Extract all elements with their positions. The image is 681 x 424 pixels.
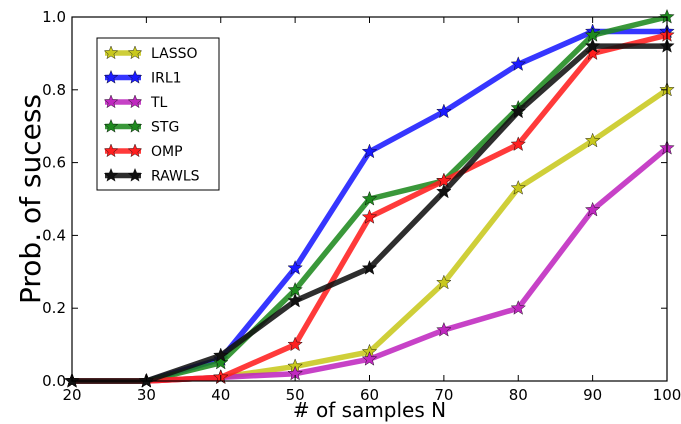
data-point [362,351,377,366]
data-point [362,209,377,224]
data-point [213,347,229,362]
legend-label: TL [150,95,168,111]
y-tick-label: 0.0 [42,372,66,390]
x-tick-label: 60 [360,386,379,404]
data-point [287,260,303,275]
legend-marker [103,167,119,182]
legend-marker [103,69,119,84]
legend-marker [103,94,119,109]
data-point [362,191,377,206]
data-point [287,293,303,308]
legend-item-stg: STG [103,118,179,136]
x-tick-label: 40 [211,386,230,404]
legend-marker [103,118,119,133]
series-layer [64,9,675,388]
data-point [585,27,600,42]
legend-label: IRL1 [151,71,182,87]
y-tick-label: 0.2 [42,299,66,317]
x-tick-label: 100 [653,386,681,404]
y-tick-label: 1.0 [42,8,66,26]
legend-item-rawls: RAWLS [103,167,200,185]
x-tick-label: 90 [583,386,602,404]
data-point [436,322,452,337]
x-tick-label: 70 [434,386,453,404]
legend-item-irl1: IRL1 [103,69,182,87]
legend-label: RAWLS [151,169,200,185]
legend-marker [127,143,143,158]
x-tick-label: 30 [137,386,156,404]
x-tick-label: 20 [62,386,81,404]
data-point [510,180,526,195]
data-point [436,275,452,289]
data-point [287,282,303,297]
data-point [436,184,452,198]
data-point [585,133,600,148]
legend-marker [127,45,143,60]
legend-marker [127,94,143,109]
data-point [585,38,600,53]
data-point [510,56,526,71]
data-point [510,136,526,151]
data-point [362,260,377,275]
legend-marker [127,167,143,182]
data-point [287,336,303,351]
legend-marker [103,143,119,158]
data-point [585,202,600,217]
data-point [213,355,229,370]
legend-label: LASSO [151,46,198,62]
legend-item-omp: OMP [103,143,183,160]
legend-marker [127,118,143,133]
legend-box [96,37,220,191]
y-tick-label: 0.8 [42,81,66,99]
y-axis-title: Prob. of sucess [14,94,47,304]
data-point [436,103,452,118]
legend: LASSO IRL1 TL STG OMP RAWLS [96,37,220,191]
data-point [510,103,526,118]
legend-item-lasso: LASSO [103,45,198,62]
x-tick-label: 80 [509,386,528,404]
x-tick-label: 50 [286,386,305,404]
x-axis-title: # of samples N [293,398,446,422]
legend-label: OMP [151,144,183,160]
ticks-layer: 20 30 40 50 60 70 80 90 100 0.0 0.2 0.4 0.6 0.8 1.0 [42,8,681,404]
data-point [362,143,377,158]
legend-label: STG [151,120,179,136]
y-tick-label: 0.6 [42,154,66,172]
legend-item-tl: TL [103,94,168,111]
legend-marker [127,69,143,84]
legend-marker [103,45,119,60]
data-point [510,300,526,315]
data-point [436,173,452,188]
y-tick-label: 0.4 [42,226,66,244]
